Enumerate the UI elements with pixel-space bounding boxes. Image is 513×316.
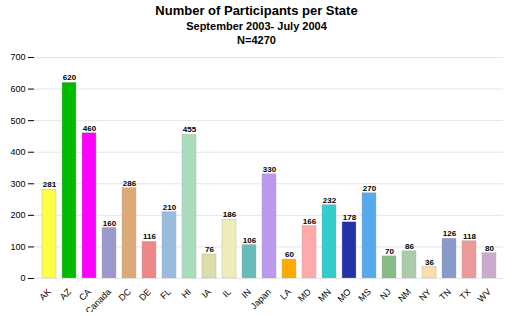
svg-text:MN: MN xyxy=(316,287,333,304)
svg-text:500: 500 xyxy=(10,116,25,126)
svg-text:NM: NM xyxy=(396,287,413,304)
svg-text:DC: DC xyxy=(117,286,134,303)
svg-text:286: 286 xyxy=(123,179,137,188)
svg-text:126: 126 xyxy=(443,229,457,238)
svg-text:IN: IN xyxy=(240,287,253,300)
svg-text:700: 700 xyxy=(10,52,25,62)
svg-text:270: 270 xyxy=(363,184,377,193)
svg-text:36: 36 xyxy=(425,258,434,267)
svg-text:80: 80 xyxy=(485,244,494,253)
svg-text:281: 281 xyxy=(43,180,57,189)
svg-text:330: 330 xyxy=(263,165,277,174)
svg-text:FL: FL xyxy=(158,287,173,302)
svg-text:160: 160 xyxy=(103,219,117,228)
svg-text:NY: NY xyxy=(417,287,433,303)
svg-text:CA: CA xyxy=(77,287,93,303)
svg-text:0: 0 xyxy=(20,273,25,283)
svg-text:AZ: AZ xyxy=(58,286,74,302)
svg-text:IA: IA xyxy=(200,287,213,300)
svg-text:86: 86 xyxy=(405,242,414,251)
svg-text:116: 116 xyxy=(143,232,156,241)
svg-text:460: 460 xyxy=(83,124,97,133)
svg-text:DE: DE xyxy=(137,287,153,303)
svg-text:MD: MD xyxy=(296,286,313,303)
svg-text:Canada: Canada xyxy=(84,287,113,312)
svg-text:178: 178 xyxy=(343,213,357,222)
svg-text:MS: MS xyxy=(356,287,373,304)
svg-text:NJ: NJ xyxy=(378,287,393,302)
svg-text:AK: AK xyxy=(37,287,53,303)
svg-text:455: 455 xyxy=(183,125,197,134)
html-text:September 2003- July 2004: September 2003- July 2004 xyxy=(186,20,327,32)
svg-text:TN: TN xyxy=(437,287,453,303)
svg-text:WV: WV xyxy=(476,287,493,304)
svg-text:76: 76 xyxy=(205,245,214,254)
svg-text:100: 100 xyxy=(10,242,25,252)
svg-text:Japan: Japan xyxy=(249,287,273,311)
svg-text:60: 60 xyxy=(285,250,294,259)
svg-text:LA: LA xyxy=(278,287,293,302)
svg-text:186: 186 xyxy=(223,210,237,219)
svg-text:210: 210 xyxy=(163,203,177,212)
svg-text:118: 118 xyxy=(463,232,476,241)
svg-text:106: 106 xyxy=(243,236,257,245)
html-text:Number of Participants per Sta: Number of Participants per State xyxy=(155,3,358,18)
svg-text:400: 400 xyxy=(10,147,25,157)
html-text:N=4270: N=4270 xyxy=(237,34,276,46)
svg-text:600: 600 xyxy=(10,84,25,94)
svg-text:620: 620 xyxy=(63,73,77,82)
svg-text:232: 232 xyxy=(323,196,337,205)
svg-text:300: 300 xyxy=(10,179,25,189)
svg-text:MO: MO xyxy=(336,287,353,304)
svg-text:70: 70 xyxy=(385,247,394,256)
svg-text:200: 200 xyxy=(10,210,25,220)
svg-text:166: 166 xyxy=(303,217,317,226)
svg-text:IL: IL xyxy=(221,287,233,299)
svg-text:TX: TX xyxy=(458,287,473,302)
svg-text:HI: HI xyxy=(180,287,193,300)
